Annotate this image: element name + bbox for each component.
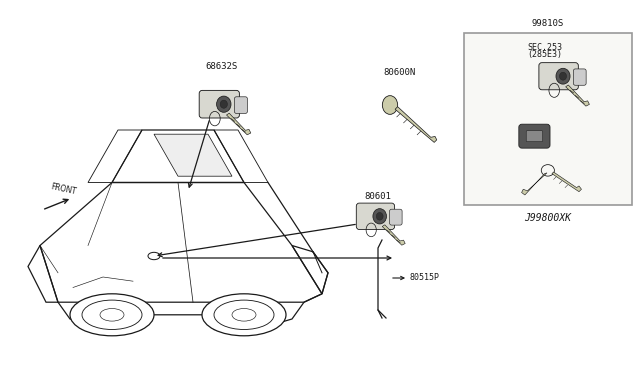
Text: J99800XK: J99800XK — [524, 213, 572, 222]
Text: SEC.253: SEC.253 — [527, 43, 563, 52]
FancyBboxPatch shape — [234, 97, 248, 113]
FancyBboxPatch shape — [536, 81, 554, 89]
Polygon shape — [522, 173, 547, 195]
FancyBboxPatch shape — [539, 62, 579, 90]
Text: 80515P: 80515P — [410, 273, 440, 282]
Ellipse shape — [376, 212, 383, 220]
Bar — [464, 33, 632, 205]
Polygon shape — [227, 113, 251, 135]
Ellipse shape — [70, 294, 154, 336]
Polygon shape — [552, 172, 582, 192]
Polygon shape — [154, 134, 232, 176]
Ellipse shape — [559, 72, 566, 80]
Ellipse shape — [373, 209, 387, 224]
Polygon shape — [382, 225, 405, 245]
Ellipse shape — [536, 65, 554, 75]
Text: FRONT: FRONT — [50, 182, 77, 196]
FancyBboxPatch shape — [573, 69, 586, 85]
Polygon shape — [566, 85, 589, 106]
FancyBboxPatch shape — [199, 90, 239, 118]
Ellipse shape — [556, 68, 570, 84]
Text: 68632S: 68632S — [206, 62, 238, 71]
FancyBboxPatch shape — [390, 209, 402, 225]
FancyBboxPatch shape — [519, 124, 550, 148]
Text: (285E3): (285E3) — [527, 50, 563, 59]
FancyBboxPatch shape — [526, 131, 543, 142]
Ellipse shape — [382, 96, 397, 114]
FancyBboxPatch shape — [536, 97, 554, 106]
FancyBboxPatch shape — [536, 106, 554, 114]
FancyBboxPatch shape — [536, 89, 554, 97]
Ellipse shape — [539, 113, 551, 120]
Polygon shape — [395, 107, 436, 142]
FancyBboxPatch shape — [525, 55, 564, 125]
Text: 80601: 80601 — [365, 192, 392, 201]
Text: 99810S: 99810S — [532, 19, 564, 29]
Ellipse shape — [216, 96, 231, 112]
Ellipse shape — [202, 294, 286, 336]
FancyBboxPatch shape — [356, 203, 395, 230]
Text: 80600N: 80600N — [384, 68, 416, 77]
Ellipse shape — [220, 100, 227, 108]
